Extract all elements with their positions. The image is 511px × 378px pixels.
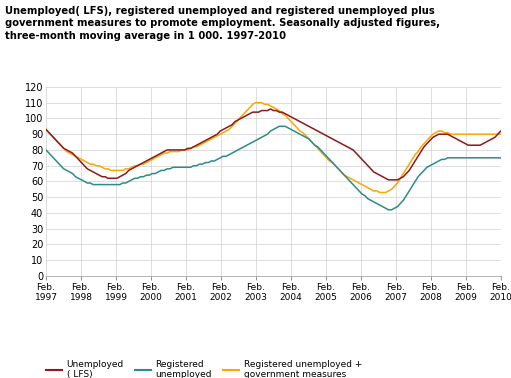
Text: Unemployed( LFS), registered unemployed and registered unemployed plus
governmen: Unemployed( LFS), registered unemployed … <box>5 6 440 41</box>
Legend: Unemployed
( LFS), Registered
unemployed, Registered unemployed +
government mea: Unemployed ( LFS), Registered unemployed… <box>46 360 362 378</box>
